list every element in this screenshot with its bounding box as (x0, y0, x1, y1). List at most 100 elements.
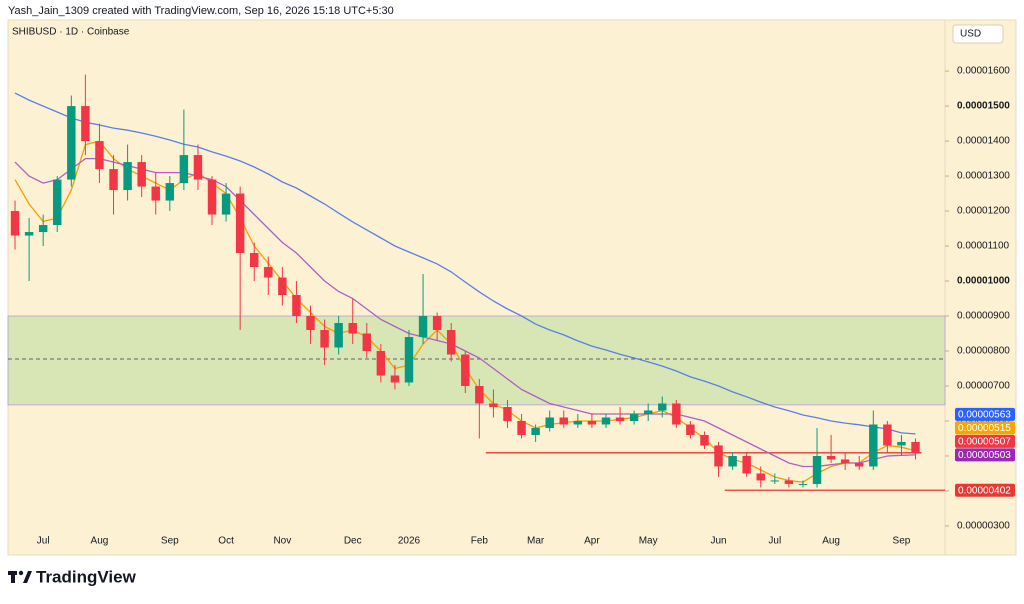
candle-body (475, 385, 484, 404)
x-tick-label: May (639, 536, 658, 547)
candle-body (559, 417, 568, 425)
candle-body (137, 162, 146, 187)
candle-body (629, 413, 639, 421)
candle-body (179, 155, 189, 184)
candle-body (306, 316, 315, 331)
price-tag-label: 0.00000503 (958, 450, 1011, 461)
y-tick-label: 0.00001200 (957, 206, 1010, 217)
candle-body (756, 473, 765, 481)
candle-body (770, 480, 780, 482)
price-tag (955, 407, 1015, 421)
candle-body (10, 211, 20, 236)
candle-body (545, 417, 554, 428)
candle-body (24, 232, 34, 236)
candle-body (67, 106, 76, 180)
candle-body (461, 354, 470, 386)
candle-body (165, 183, 175, 201)
chart-title: SHIBUSD · 1D · Coinbase (12, 27, 130, 38)
candle-body (643, 410, 653, 414)
x-tick-label: Jul (768, 536, 781, 547)
candle-body (700, 434, 709, 446)
y-tick-label: 0.00000700 (957, 381, 1010, 392)
candle-body (207, 179, 217, 215)
y-tick-label: 0.00001400 (957, 136, 1010, 147)
candle-body (235, 193, 245, 254)
candle-body (784, 480, 794, 484)
level-tag-label: 0.00000402 (958, 485, 1011, 496)
candle-body (587, 420, 597, 425)
price-tag-label: 0.00000563 (958, 410, 1011, 421)
y-tick-label: 0.00001300 (957, 171, 1010, 182)
x-tick-label: Aug (91, 536, 109, 547)
candle-body (348, 323, 357, 334)
x-tick-label: 2026 (398, 536, 421, 547)
candle-body (418, 316, 428, 338)
price-tag (955, 434, 1015, 448)
candle-body (320, 330, 329, 348)
header: Yash_Jain_1309 created with TradingView.… (8, 5, 394, 17)
candle-body (686, 424, 695, 435)
candle-body (658, 403, 667, 411)
candle-body (728, 455, 737, 467)
candle-body (503, 406, 512, 421)
candle-body (81, 106, 90, 142)
y-tick-label: 0.00001500 (957, 101, 1010, 112)
candle-body (264, 267, 273, 278)
candle-body (193, 155, 203, 180)
x-tick-label: Apr (584, 536, 600, 547)
x-tick-label: Oct (218, 536, 234, 547)
candle-body (250, 253, 259, 268)
candle-body (404, 337, 414, 383)
candle-body (672, 403, 681, 425)
candle-body (95, 141, 104, 170)
candle-body (221, 193, 231, 215)
moving-average (14, 92, 916, 435)
candle-body (334, 323, 343, 348)
x-tick-label: Jul (37, 536, 50, 547)
candle-body (855, 462, 864, 467)
candle-body (840, 459, 850, 463)
candle-body (883, 424, 892, 446)
candle-body (376, 351, 386, 376)
y-tick-label: 0.00001600 (957, 66, 1010, 77)
candle-body (278, 277, 287, 296)
y-tick-label: 0.00000800 (957, 346, 1010, 357)
candle-body (151, 186, 160, 201)
candle-body (798, 483, 808, 485)
price-tag (955, 421, 1015, 435)
x-tick-label: Aug (822, 536, 840, 547)
candle-body (489, 403, 498, 407)
candle-body (292, 295, 301, 317)
currency[interactable]: USD (960, 29, 981, 40)
candle-body (53, 179, 62, 226)
candle-body (615, 417, 625, 421)
candle-body (812, 455, 822, 484)
level-tag (955, 483, 1015, 497)
candle-body (109, 169, 118, 191)
y-tick-label: 0.00001000 (957, 276, 1010, 287)
candle-body (911, 441, 920, 454)
price-tag-label: 0.00000515 (958, 423, 1011, 434)
candle-body (897, 441, 906, 446)
candle-body (390, 375, 400, 383)
candle-body (531, 427, 540, 435)
x-tick-label: Sep (161, 536, 179, 547)
candle-body (869, 424, 878, 467)
candle-body (742, 455, 751, 474)
candle-body (714, 445, 723, 467)
moving-average (14, 157, 916, 468)
candle-body (432, 316, 442, 331)
candle-body (446, 330, 456, 355)
candle-body (573, 420, 583, 425)
price-tag (955, 448, 1015, 462)
x-tick-label: Mar (527, 536, 545, 547)
y-tick-label: 0.00000300 (957, 521, 1010, 532)
chart-pane (7, 19, 1017, 556)
currency-box[interactable] (952, 24, 1004, 44)
logo-mark (8, 570, 32, 583)
y-tick-label: 0.00000900 (957, 311, 1010, 322)
candle-body (826, 455, 836, 460)
candle-body (123, 162, 132, 191)
candle-body (38, 225, 48, 233)
